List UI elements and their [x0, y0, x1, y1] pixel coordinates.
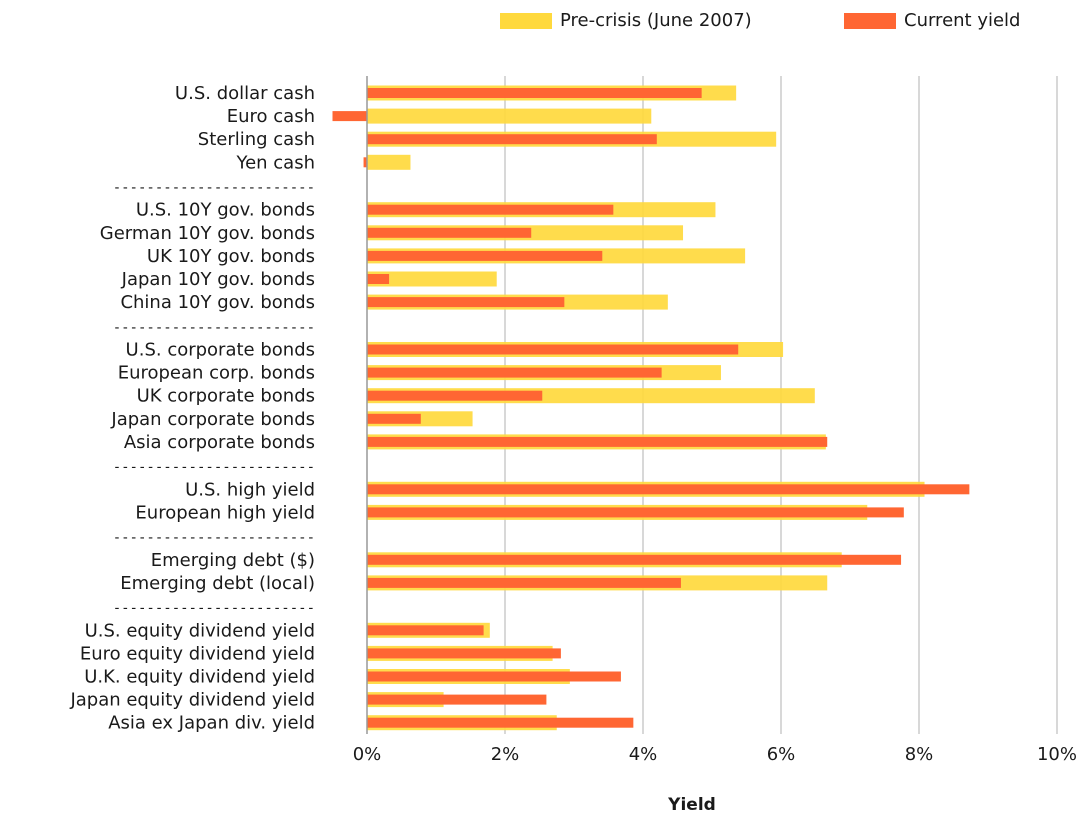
x-tick-0: 0%: [353, 744, 382, 765]
bar-current-asia-ex-japan-div-yield: [367, 718, 633, 728]
x-tick-2: 2%: [491, 744, 520, 765]
bar-current-uk-corporate-bonds: [367, 391, 542, 401]
x-tick-4: 4%: [629, 744, 658, 765]
category-label-european-high-yield: European high yield: [135, 502, 315, 523]
legend-label-pre-crisis: Pre-crisis (June 2007): [560, 10, 752, 31]
bar-current-emerging-debt-local: [367, 578, 681, 588]
bar-current-japan-corporate-bonds: [367, 414, 421, 424]
category-label-uk-10y-gov-bonds: UK 10Y gov. bonds: [147, 246, 315, 267]
bar-current-european-high-yield: [367, 507, 904, 517]
group-separator: ------------------------: [113, 530, 315, 546]
bars: [333, 86, 970, 731]
bar-current-european-corp-bonds: [367, 368, 662, 378]
category-label-european-corp-bonds: European corp. bonds: [118, 363, 315, 384]
bar-current-uk-10y-gov-bonds: [367, 251, 602, 261]
bar-current-asia-corporate-bonds: [367, 437, 827, 447]
group-separator: ------------------------: [113, 460, 315, 476]
category-label-euro-equity-dividend-yield: Euro equity dividend yield: [80, 643, 315, 664]
category-label-u-k-equity-dividend-yield: U.K. equity dividend yield: [84, 667, 315, 688]
group-separator: ------------------------: [113, 601, 315, 617]
bar-current-u-s-corporate-bonds: [367, 345, 738, 355]
bar-current-u-k-equity-dividend-yield: [367, 672, 621, 682]
legend: Pre-crisis (June 2007) Current yield: [500, 10, 1020, 31]
category-label-emerging-debt: Emerging debt ($): [151, 550, 315, 571]
category-label-japan-equity-dividend-yield: Japan equity dividend yield: [69, 690, 315, 711]
group-separator: ------------------------: [113, 180, 315, 196]
category-label-asia-ex-japan-div-yield: Asia ex Japan div. yield: [108, 713, 315, 734]
category-label-u-s-equity-dividend-yield: U.S. equity dividend yield: [85, 620, 315, 641]
x-tick-10: 10%: [1037, 744, 1077, 765]
bar-current-euro-cash: [333, 111, 368, 121]
group-separator: ------------------------: [113, 320, 315, 336]
bar-current-u-s-high-yield: [367, 484, 969, 494]
category-label-u-s-10y-gov-bonds: U.S. 10Y gov. bonds: [136, 200, 315, 221]
x-tick-8: 8%: [905, 744, 934, 765]
x-tick-6: 6%: [767, 744, 796, 765]
bar-current-emerging-debt: [367, 555, 901, 565]
bar-current-china-10y-gov-bonds: [367, 297, 564, 307]
category-label-u-s-dollar-cash: U.S. dollar cash: [175, 83, 315, 104]
grid-lines: [505, 76, 1057, 734]
bar-current-japan-10y-gov-bonds: [367, 274, 389, 284]
category-label-u-s-corporate-bonds: U.S. corporate bonds: [126, 340, 315, 361]
bar-current-u-s-10y-gov-bonds: [367, 205, 613, 215]
bar-current-german-10y-gov-bonds: [367, 228, 531, 238]
bar-current-u-s-equity-dividend-yield: [367, 625, 484, 635]
bar-pre-yen-cash: [367, 155, 410, 170]
legend-swatch-current: [844, 13, 896, 29]
category-label-japan-10y-gov-bonds: Japan 10Y gov. bonds: [121, 269, 315, 290]
bar-current-sterling-cash: [367, 134, 657, 144]
category-label-german-10y-gov-bonds: German 10Y gov. bonds: [100, 223, 315, 244]
category-label-asia-corporate-bonds: Asia corporate bonds: [124, 432, 315, 453]
category-label-japan-corporate-bonds: Japan corporate bonds: [110, 409, 315, 430]
category-label-sterling-cash: Sterling cash: [198, 129, 315, 150]
category-label-yen-cash: Yen cash: [235, 152, 315, 173]
category-label-euro-cash: Euro cash: [227, 106, 315, 127]
x-tick-labels: 0% 2% 4% 6% 8% 10%: [353, 744, 1077, 765]
category-label-u-s-high-yield: U.S. high yield: [185, 479, 315, 500]
legend-swatch-pre-crisis: [500, 13, 552, 29]
category-label-emerging-debt-local: Emerging debt (local): [120, 573, 315, 594]
bar-current-japan-equity-dividend-yield: [367, 695, 546, 705]
bar-pre-euro-cash: [367, 109, 651, 124]
bar-current-u-s-dollar-cash: [367, 88, 702, 98]
legend-label-current: Current yield: [904, 10, 1020, 31]
category-label-china-10y-gov-bonds: China 10Y gov. bonds: [120, 292, 315, 313]
bar-current-euro-equity-dividend-yield: [367, 648, 561, 658]
category-label-uk-corporate-bonds: UK corporate bonds: [137, 386, 315, 407]
x-axis-title: Yield: [667, 795, 716, 814]
